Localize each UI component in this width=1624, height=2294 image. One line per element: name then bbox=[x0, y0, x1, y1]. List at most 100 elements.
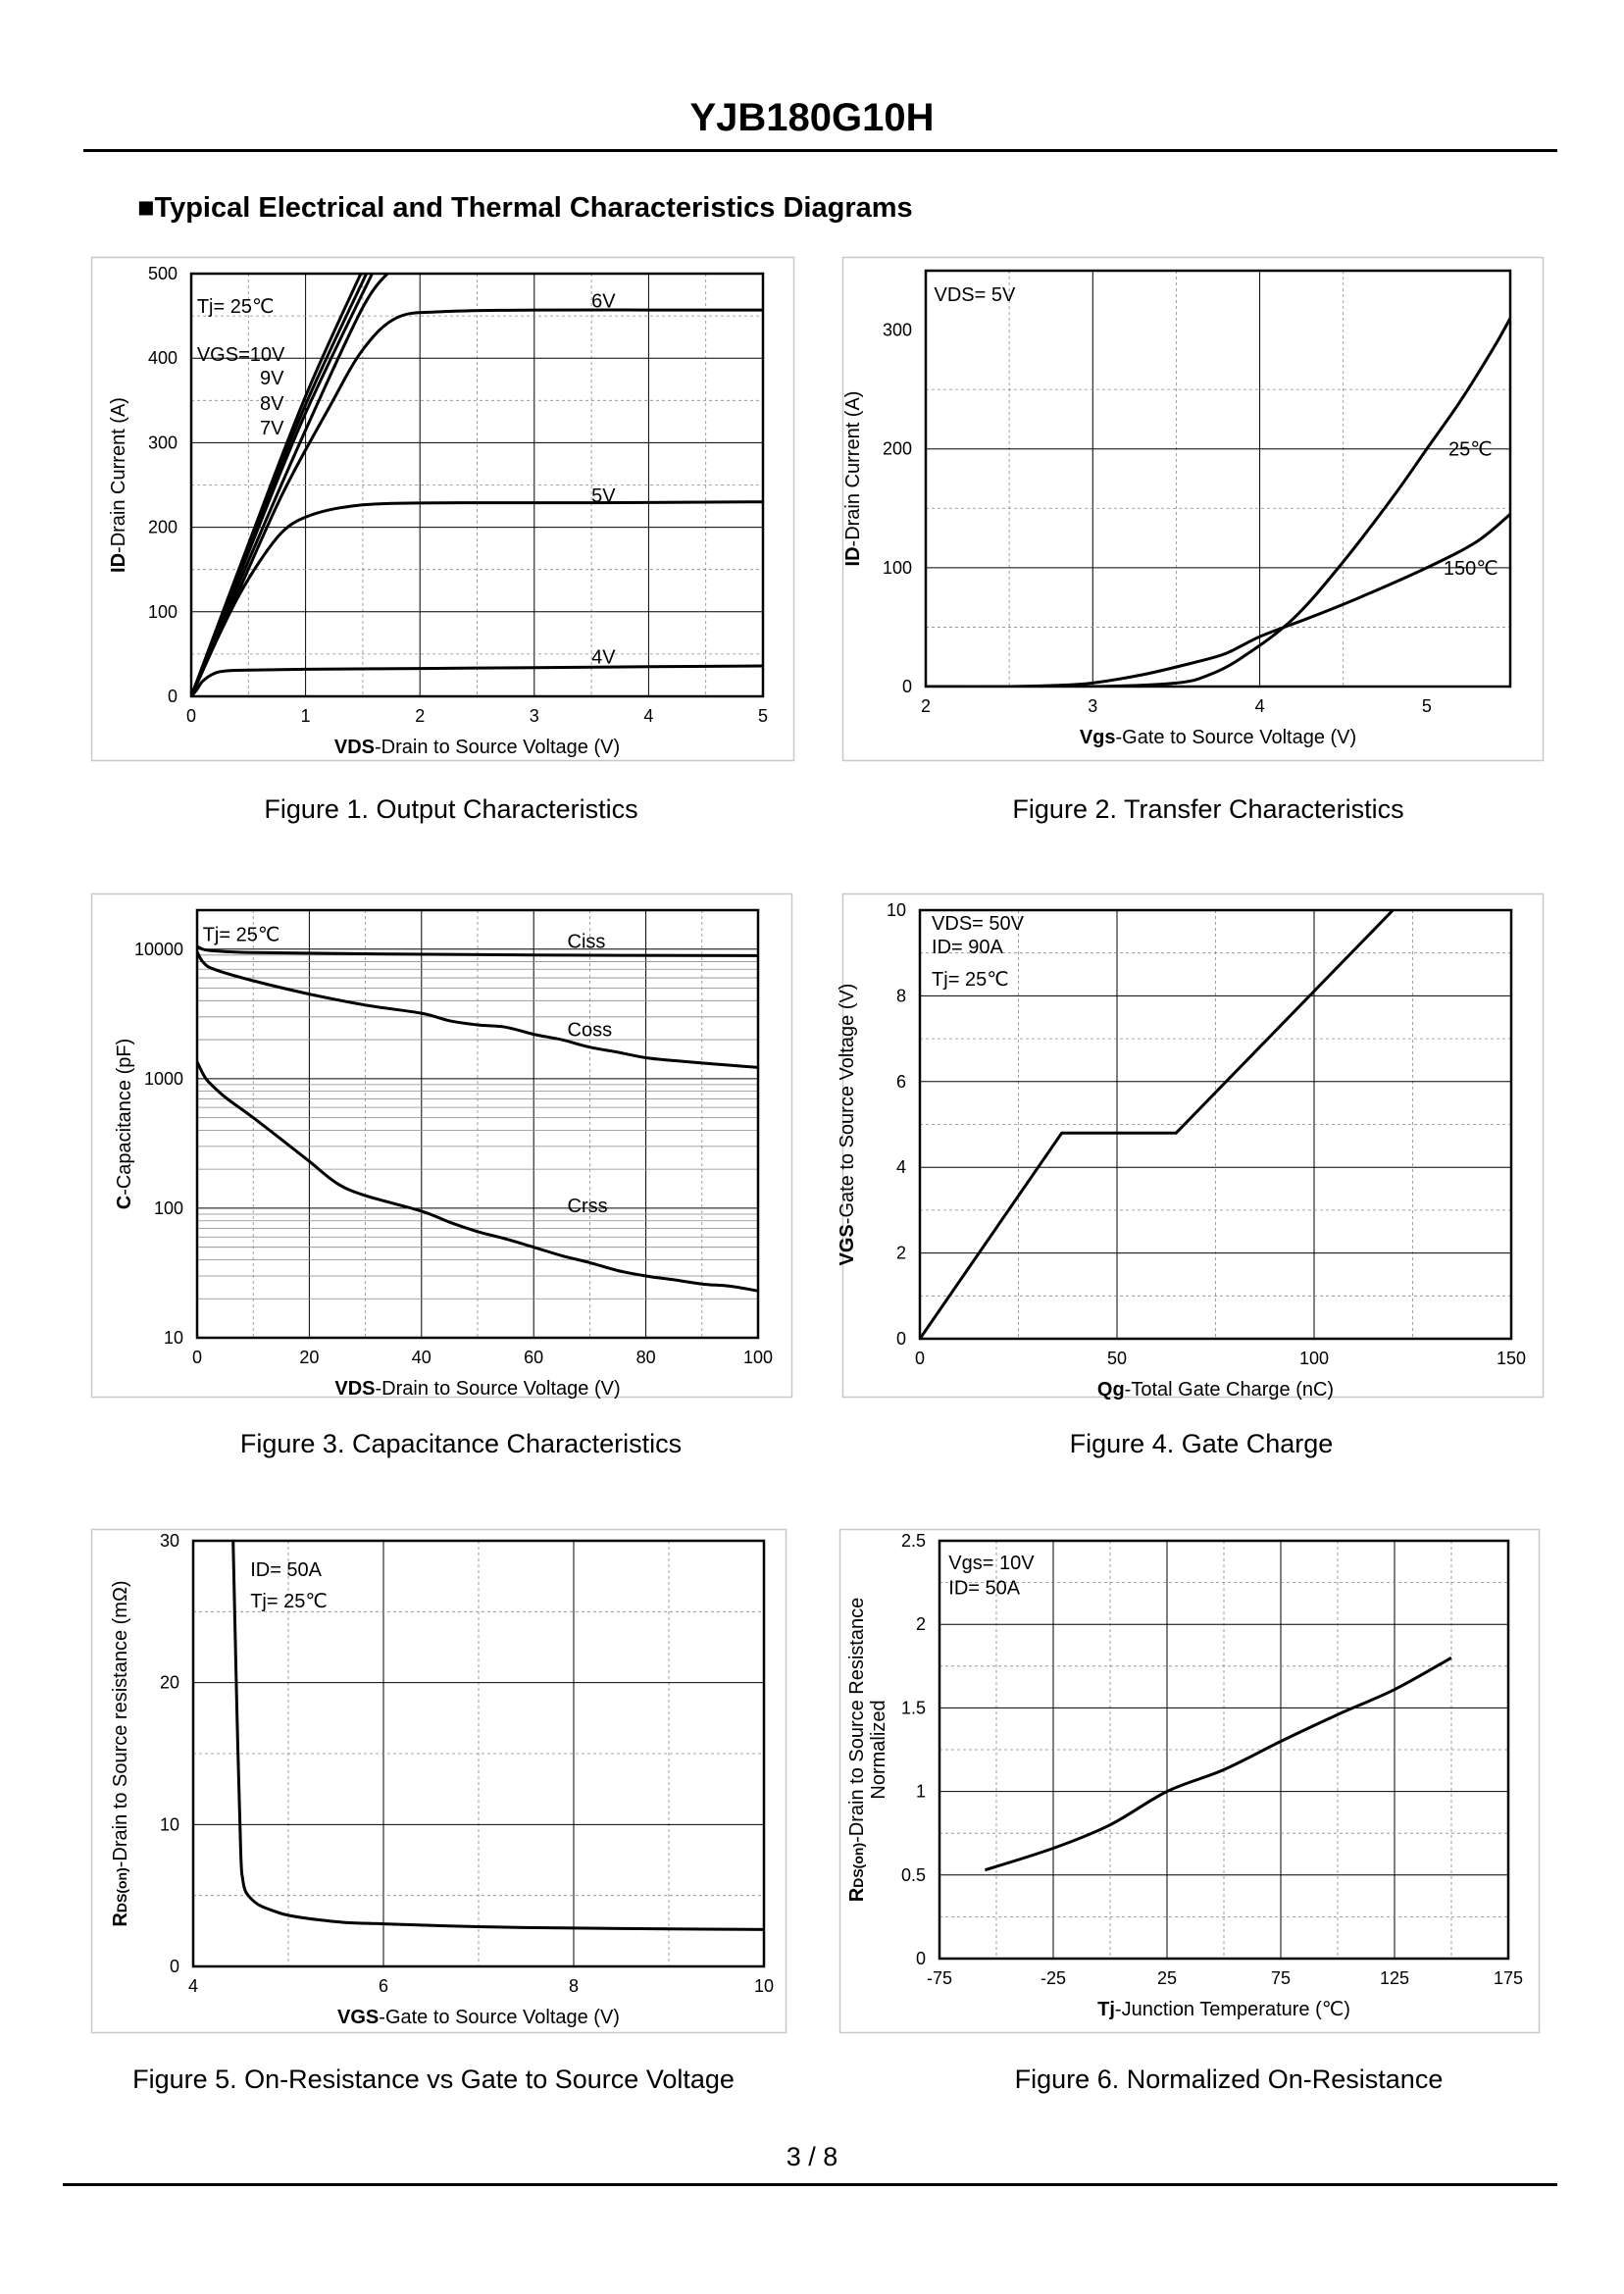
y-axis-label: ID-Drain Current (A) bbox=[108, 397, 129, 573]
annotation-150: 150℃ bbox=[1444, 558, 1498, 580]
plot-area bbox=[938, 1539, 1510, 1961]
annotation-vds-5v: VDS= 5V bbox=[935, 284, 1016, 306]
y-axis-label: RDS(on)-Drain to Source Resistance bbox=[846, 1598, 868, 1902]
y-tick-label: 200 bbox=[883, 439, 912, 459]
figure-3-caption: Figure 3. Capacitance Characteristics bbox=[239, 1429, 683, 1458]
x-tick-label: 4 bbox=[188, 1976, 198, 1996]
chart-svg: 2 3 4 5 0 100 200 300 Vgs-Gate to Source Voltage… bbox=[841, 256, 1545, 762]
x-tick-label: 150 bbox=[1497, 1349, 1526, 1368]
figure-6-panel: -75 -25 25 75 125 175 0 0.5 1 1.5 2 2.5 Tj-Junction … bbox=[838, 1528, 1541, 2034]
chart-svg: 0 50 100 150 0 2 4 6 8 10 Qg-Total Gate Charge (nC… bbox=[837, 892, 1545, 1401]
chart-svg: 0 20 40 60 80 100 10 100 1000 10000 VDS-Drain to S… bbox=[90, 892, 793, 1400]
y-tick-label: 1.5 bbox=[901, 1698, 926, 1717]
figure-4-panel: 0 50 100 150 0 2 4 6 8 10 Qg-Total Gate Charge (nC… bbox=[837, 892, 1545, 1401]
series-line-vgs bbox=[920, 910, 1395, 1339]
plot-area bbox=[189, 272, 765, 698]
grid bbox=[926, 271, 1510, 687]
annotation-7v: 7V bbox=[260, 418, 284, 439]
series-line-6v bbox=[191, 308, 763, 696]
x-tick-label: 0 bbox=[192, 1348, 202, 1367]
x-tick-label: 80 bbox=[636, 1348, 656, 1367]
x-tick-label: 5 bbox=[1422, 696, 1432, 716]
y-tick-label: 400 bbox=[148, 348, 178, 368]
y-tick-label: 8 bbox=[896, 986, 906, 1005]
section-heading: ■Typical Electrical and Thermal Characte… bbox=[137, 192, 913, 224]
x-tick-label: 20 bbox=[299, 1348, 319, 1367]
chart-svg: -75 -25 25 75 125 175 0 0.5 1 1.5 2 2.5 Tj-Junction … bbox=[838, 1528, 1541, 2034]
grid bbox=[197, 909, 758, 1339]
grid bbox=[939, 1541, 1508, 1959]
x-tick-label: 175 bbox=[1494, 1968, 1523, 1988]
annotation-25: 25℃ bbox=[1448, 439, 1493, 461]
figure-frame bbox=[838, 1528, 1541, 2034]
header-rule bbox=[83, 149, 1557, 152]
y-tick-label: 0 bbox=[902, 677, 912, 696]
annotation-ciss: Ciss bbox=[568, 932, 606, 953]
y-tick-label: 0 bbox=[168, 687, 178, 706]
x-tick-label: 125 bbox=[1380, 1968, 1409, 1988]
annotation-8v: 8V bbox=[260, 393, 284, 415]
annotation-tj-25: Tj= 25℃ bbox=[203, 925, 280, 946]
annotation-tj-25: Tj= 25℃ bbox=[197, 296, 275, 318]
y-tick-label: 300 bbox=[148, 433, 178, 452]
y-tick-label: 500 bbox=[148, 264, 178, 283]
annotation-coss: Coss bbox=[568, 1020, 613, 1042]
y-axis-label: RDS(on)-Drain to Source resistance (mΩ) bbox=[110, 1580, 131, 1926]
x-axis-label: Qg-Total Gate Charge (nC) bbox=[1097, 1379, 1334, 1401]
annotation-id-50a: ID= 50A bbox=[948, 1578, 1020, 1600]
annotation-id-90a: ID= 90A bbox=[932, 937, 1003, 958]
page-number: 3 / 8 bbox=[786, 2142, 838, 2171]
figure-4-caption: Figure 4. Gate Charge bbox=[1069, 1429, 1334, 1458]
x-tick-label: 75 bbox=[1271, 1968, 1291, 1988]
y-tick-label: 100 bbox=[883, 558, 912, 578]
annotation-4v: 4V bbox=[591, 646, 616, 668]
y-tick-label: 2 bbox=[916, 1614, 926, 1634]
y-tick-label: 2.5 bbox=[901, 1531, 926, 1551]
grid bbox=[920, 910, 1511, 1339]
figure-5-caption: Figure 5. On-Resistance vs Gate to Sourc… bbox=[132, 2065, 735, 2094]
y-axis-label: C-Capacitance (pF) bbox=[114, 1039, 135, 1210]
annotation-tj-25: Tj= 25℃ bbox=[250, 1591, 328, 1612]
series-line-rds-on-normalized bbox=[984, 1656, 1452, 1872]
series-line-coss bbox=[197, 950, 758, 1069]
figure-2-panel: 2 3 4 5 0 100 200 300 Vgs-Gate to Source Voltage… bbox=[841, 256, 1545, 762]
chart-svg: 4 6 8 10 0 10 20 30 VGS-Gate to Source Voltage (… bbox=[90, 1528, 787, 2034]
x-tick-label: 8 bbox=[569, 1976, 579, 1996]
series-line-4v bbox=[191, 664, 763, 696]
x-tick-label: 0 bbox=[915, 1349, 925, 1368]
y-tick-label: 2 bbox=[896, 1244, 906, 1263]
x-tick-label: 4 bbox=[643, 706, 653, 726]
y-tick-label: 10 bbox=[887, 900, 906, 920]
annotation-id-50a: ID= 50A bbox=[250, 1559, 322, 1581]
annotation-vgs-10v: VGS=10V bbox=[197, 344, 285, 366]
plot-area bbox=[195, 908, 760, 1340]
y-tick-label: 10 bbox=[164, 1328, 183, 1348]
y-tick-label: 10000 bbox=[134, 940, 183, 959]
y-axis-label: VGS-Gate to Source Voltage (V) bbox=[837, 984, 858, 1266]
y-tick-label: 20 bbox=[160, 1673, 179, 1693]
x-tick-label: 25 bbox=[1157, 1968, 1177, 1988]
figure-2-caption: Figure 2. Transfer Characteristics bbox=[1012, 794, 1404, 824]
x-axis-label: VDS-Drain to Source Voltage (V) bbox=[334, 737, 620, 758]
annotation-6v: 6V bbox=[591, 291, 616, 313]
x-tick-label: 100 bbox=[743, 1348, 773, 1367]
y-tick-label: 4 bbox=[896, 1157, 906, 1177]
grid bbox=[193, 1541, 764, 1966]
y-tick-label: 10 bbox=[160, 1814, 179, 1834]
x-tick-label: 2 bbox=[921, 696, 931, 716]
y-tick-label: 0 bbox=[170, 1957, 179, 1976]
x-tick-label: 0 bbox=[186, 706, 196, 726]
x-tick-label: 10 bbox=[754, 1976, 774, 1996]
plot-area bbox=[924, 269, 1512, 688]
footer-rule bbox=[63, 2183, 1557, 2186]
x-tick-label: 40 bbox=[412, 1348, 431, 1367]
figure-frame bbox=[90, 1528, 787, 2034]
x-tick-label: 5 bbox=[758, 706, 768, 726]
annotation-tj-25: Tj= 25℃ bbox=[932, 969, 1009, 991]
annotation-crss: Crss bbox=[568, 1196, 608, 1217]
x-tick-label: 50 bbox=[1107, 1349, 1127, 1368]
annotation-vgs-10v: Vgs= 10V bbox=[948, 1553, 1035, 1574]
figure-3-panel: 0 20 40 60 80 100 10 100 1000 10000 VDS-Drain to S… bbox=[90, 892, 793, 1400]
series-line-150 bbox=[926, 513, 1510, 687]
figure-5-panel: 4 6 8 10 0 10 20 30 VGS-Gate to Source Voltage (… bbox=[90, 1528, 787, 2034]
